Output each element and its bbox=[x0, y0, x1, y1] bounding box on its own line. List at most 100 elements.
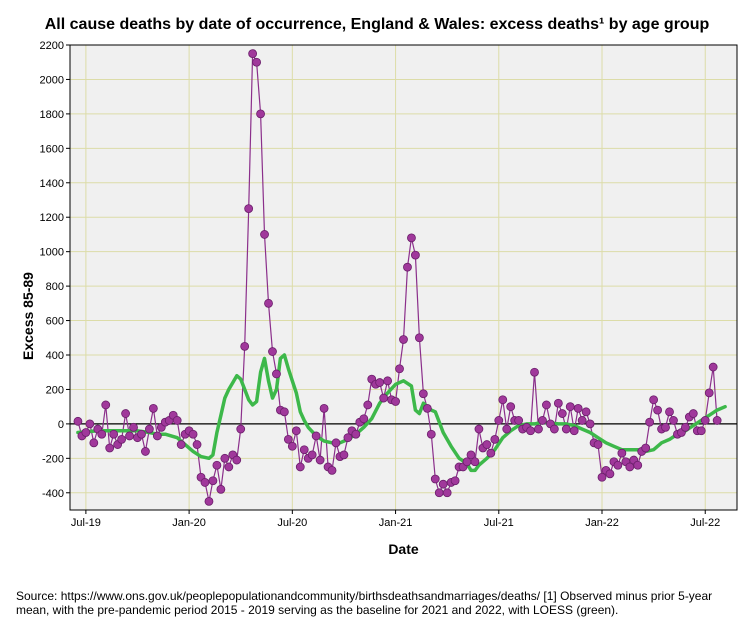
data-point bbox=[617, 448, 627, 458]
data-point bbox=[573, 403, 583, 413]
data-point bbox=[268, 347, 277, 356]
data-point bbox=[327, 465, 337, 475]
data-point bbox=[565, 402, 575, 412]
data-point bbox=[137, 429, 146, 439]
y-tick-label: 1200 bbox=[40, 212, 64, 224]
y-tick-label: 2000 bbox=[40, 74, 64, 86]
data-point bbox=[299, 445, 309, 455]
data-point bbox=[538, 416, 547, 425]
data-point bbox=[319, 403, 329, 413]
data-point bbox=[81, 428, 91, 437]
data-point bbox=[315, 455, 325, 465]
data-point bbox=[581, 407, 591, 417]
data-point bbox=[295, 462, 305, 472]
y-tick-label: 1400 bbox=[40, 178, 64, 190]
data-point bbox=[665, 407, 674, 417]
data-point bbox=[148, 403, 158, 413]
data-point bbox=[430, 474, 440, 484]
data-point bbox=[224, 462, 234, 472]
data-point bbox=[351, 429, 361, 439]
data-point bbox=[232, 455, 242, 465]
data-point bbox=[283, 434, 293, 444]
data-point bbox=[418, 389, 428, 399]
y-tick-label: 800 bbox=[46, 281, 64, 293]
data-point bbox=[700, 416, 710, 425]
data-point bbox=[470, 457, 480, 467]
data-point bbox=[236, 424, 246, 434]
data-point bbox=[129, 422, 138, 432]
data-point bbox=[256, 109, 265, 119]
plot-frame bbox=[69, 44, 738, 511]
data-point bbox=[438, 479, 448, 489]
data-point bbox=[434, 488, 444, 498]
data-point bbox=[152, 431, 162, 441]
data-point bbox=[661, 422, 670, 432]
data-point bbox=[577, 416, 587, 425]
loess-line bbox=[76, 353, 727, 473]
data-point bbox=[264, 298, 273, 308]
data-point bbox=[279, 407, 289, 417]
data-point bbox=[272, 369, 281, 379]
plot-area bbox=[69, 44, 738, 511]
data-point bbox=[688, 409, 698, 418]
data-point bbox=[542, 400, 551, 410]
data-point bbox=[307, 450, 317, 460]
y-tick-label: -400 bbox=[42, 488, 64, 500]
data-point bbox=[407, 233, 416, 243]
data-point bbox=[414, 333, 424, 343]
data-point bbox=[708, 362, 718, 372]
data-point bbox=[399, 335, 408, 344]
data-point bbox=[506, 402, 516, 412]
data-point bbox=[514, 416, 524, 425]
x-tick-label: Jul-21 bbox=[484, 517, 514, 529]
data-point bbox=[403, 262, 412, 272]
data-point bbox=[494, 416, 504, 425]
data-point bbox=[192, 440, 202, 449]
data-point bbox=[680, 422, 690, 432]
data-point bbox=[121, 409, 130, 418]
x-axis-label: Date bbox=[388, 541, 419, 557]
data-point bbox=[85, 419, 95, 429]
data-point bbox=[482, 440, 492, 449]
y-tick-label: 200 bbox=[46, 384, 64, 396]
data-point bbox=[530, 367, 539, 377]
data-point bbox=[252, 57, 262, 67]
x-tick-label: Jan-22 bbox=[585, 517, 619, 529]
data-point bbox=[331, 438, 341, 448]
data-point bbox=[287, 441, 297, 451]
data-point bbox=[653, 405, 662, 415]
data-point bbox=[585, 419, 595, 429]
data-point bbox=[248, 49, 258, 59]
data-point bbox=[97, 429, 107, 439]
data-point bbox=[208, 476, 218, 486]
data-point bbox=[109, 429, 119, 439]
data-point bbox=[593, 440, 603, 449]
x-tick-label: Jan-21 bbox=[379, 517, 413, 529]
x-tick-label: Jul-22 bbox=[690, 517, 720, 529]
data-point bbox=[712, 416, 722, 425]
data-point bbox=[291, 426, 301, 436]
y-tick-label: 1600 bbox=[40, 143, 64, 155]
data-point bbox=[526, 426, 535, 436]
data-point bbox=[359, 414, 369, 424]
data-point bbox=[200, 478, 210, 487]
data-point bbox=[244, 204, 254, 214]
data-point bbox=[411, 250, 420, 260]
data-point bbox=[260, 230, 269, 239]
data-point bbox=[212, 460, 222, 470]
data-point bbox=[553, 398, 563, 408]
data-point bbox=[383, 376, 393, 386]
y-tick-label: 2200 bbox=[40, 40, 64, 52]
data-point bbox=[220, 453, 230, 463]
data-point bbox=[363, 400, 373, 410]
source-footnote: Source: https://www.ons.gov.uk/peoplepop… bbox=[16, 589, 713, 617]
data-point bbox=[188, 429, 198, 439]
y-tick-label: -200 bbox=[42, 453, 64, 465]
data-point bbox=[311, 431, 321, 441]
data-point bbox=[490, 434, 500, 444]
data-point bbox=[605, 469, 615, 479]
y-tick-label: 1800 bbox=[40, 109, 64, 121]
data-point bbox=[89, 438, 99, 448]
data-point bbox=[379, 393, 389, 403]
